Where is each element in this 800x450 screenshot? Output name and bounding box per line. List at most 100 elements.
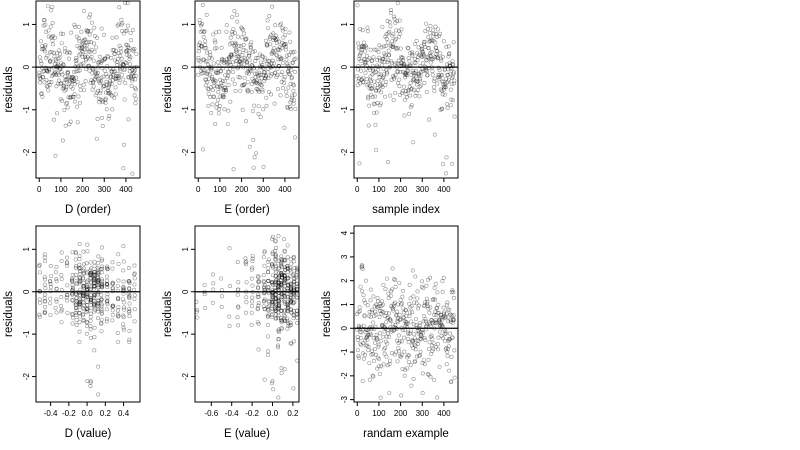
data-point	[387, 20, 392, 25]
data-point	[280, 286, 285, 291]
data-point	[45, 4, 50, 9]
data-point	[289, 261, 294, 266]
data-point	[68, 84, 73, 89]
data-point	[375, 336, 380, 341]
data-point	[365, 303, 370, 308]
data-point	[100, 124, 105, 129]
data-point	[287, 72, 292, 77]
data-point	[271, 387, 276, 392]
data-point	[276, 266, 281, 271]
data-point	[54, 264, 59, 269]
data-point	[368, 74, 373, 79]
data-point	[427, 340, 432, 345]
data-point	[397, 280, 402, 285]
data-point	[81, 302, 86, 307]
data-point	[95, 306, 100, 311]
data-point	[95, 70, 100, 75]
data-point	[409, 86, 414, 91]
data-point	[92, 271, 97, 276]
data-point	[73, 56, 78, 61]
data-point	[62, 49, 67, 54]
data-point	[440, 79, 445, 84]
data-point	[134, 51, 139, 56]
data-point	[289, 296, 294, 301]
data-point	[86, 39, 91, 44]
data-point	[403, 75, 408, 80]
data-point	[388, 43, 393, 48]
data-point	[48, 24, 53, 29]
data-point	[419, 48, 424, 53]
data-point	[276, 306, 281, 311]
data-point	[288, 106, 293, 111]
data-point	[37, 264, 42, 269]
data-point	[210, 77, 215, 82]
data-point	[225, 75, 230, 80]
data-point	[44, 84, 49, 89]
data-point	[370, 64, 375, 69]
data-point	[242, 82, 247, 87]
data-point	[377, 55, 382, 60]
data-point	[273, 262, 278, 267]
data-point	[423, 29, 428, 34]
data-point	[199, 43, 204, 48]
data-point	[273, 288, 278, 293]
data-point	[53, 35, 58, 40]
data-point	[270, 279, 275, 284]
y-tick-label: 1	[340, 22, 349, 27]
data-point	[133, 87, 138, 92]
data-point	[285, 68, 290, 73]
data-point	[85, 293, 90, 298]
data-point	[270, 58, 275, 63]
data-point	[371, 110, 376, 115]
data-point	[121, 297, 126, 302]
data-point	[89, 280, 94, 285]
data-point	[262, 249, 267, 254]
data-point	[270, 299, 275, 304]
data-point	[77, 46, 82, 51]
data-point	[405, 336, 410, 341]
data-point	[78, 314, 83, 319]
data-point	[285, 283, 290, 288]
data-point	[429, 343, 434, 348]
data-point	[288, 299, 293, 304]
data-point	[392, 16, 397, 21]
data-point	[92, 273, 97, 278]
data-point	[279, 271, 284, 276]
data-point	[235, 19, 240, 24]
data-point	[279, 275, 284, 280]
data-point	[264, 43, 269, 48]
data-point	[112, 68, 117, 73]
data-point	[249, 303, 254, 308]
data-point	[381, 362, 386, 367]
data-point	[243, 256, 248, 261]
data-point	[371, 55, 376, 60]
data-point	[283, 318, 288, 323]
data-point	[230, 32, 235, 37]
data-point	[394, 36, 399, 41]
data-point	[216, 70, 221, 75]
data-point	[241, 47, 246, 52]
data-point	[99, 297, 104, 302]
data-point	[288, 290, 293, 295]
data-point	[451, 62, 456, 67]
data-point	[283, 32, 288, 37]
data-point	[37, 55, 42, 60]
data-point	[288, 293, 293, 298]
data-point	[92, 76, 97, 81]
data-point	[42, 309, 47, 314]
data-point	[230, 77, 235, 82]
data-point	[70, 75, 75, 80]
data-point	[110, 48, 115, 53]
data-point	[241, 82, 246, 87]
data-point	[197, 40, 202, 45]
data-point	[199, 44, 204, 49]
data-point	[413, 93, 418, 98]
data-point	[99, 306, 104, 311]
data-point	[449, 75, 454, 80]
data-point	[226, 74, 231, 79]
data-point	[46, 34, 51, 39]
data-point	[286, 321, 291, 326]
data-point	[262, 76, 267, 81]
data-point	[105, 53, 110, 58]
